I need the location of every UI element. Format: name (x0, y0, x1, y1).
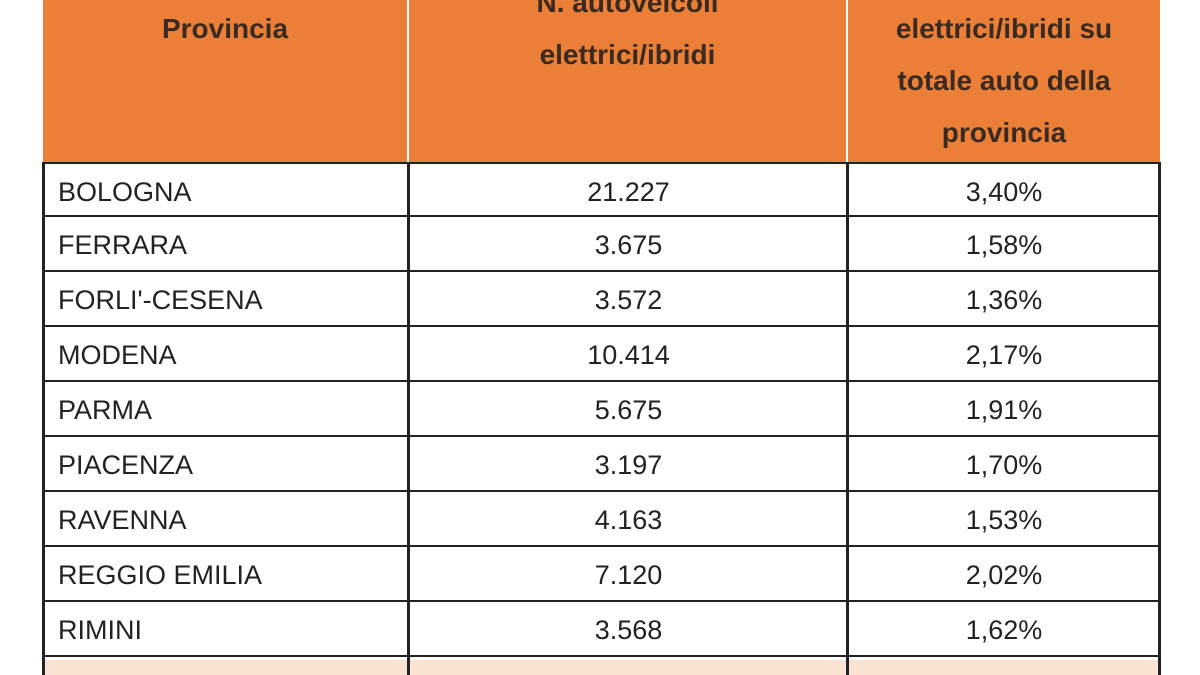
table-row: PARMA 5.675 1,91% (43, 382, 1160, 437)
table-cell: 1,62% (965, 615, 1043, 645)
header-text: elettrici/ibridi (539, 39, 716, 70)
table-cell: PIACENZA (58, 450, 194, 480)
table-row: RIMINI 3.568 1,62% (43, 602, 1160, 657)
border (42, 162, 45, 675)
table-cell: PARMA (58, 395, 153, 425)
table-row: REGGIO EMILIA 7.120 2,02% (43, 547, 1160, 602)
table-cell: REGGIO EMILIA (58, 560, 263, 590)
partial-row (43, 660, 1160, 675)
table-cell: 2,17% (965, 340, 1043, 370)
header-text: provincia (941, 117, 1067, 148)
table-cell: 1,58% (965, 230, 1043, 260)
header-cell: elettrici/ibridi su totale auto della pr… (848, 0, 1160, 162)
border (1158, 162, 1161, 675)
table-row: BOLOGNA 21.227 3,40% (43, 162, 1160, 217)
table-cell: FERRARA (58, 230, 188, 260)
table-cell: 3,40% (965, 177, 1043, 207)
table-cell: RAVENNA (58, 505, 187, 535)
table-cell: 2,02% (965, 560, 1043, 590)
table-cell: 3.675 (594, 230, 663, 260)
table-cell: 1,91% (965, 395, 1043, 425)
table-row: MODENA 10.414 2,17% (43, 327, 1160, 382)
header-text: elettrici/ibridi su (895, 13, 1113, 44)
table-cell: 3.568 (594, 615, 663, 645)
table-cell: FORLI'-CESENA (58, 285, 263, 315)
header-cell: Provincia (43, 0, 409, 162)
table-cell: 1,70% (965, 450, 1043, 480)
table-cell: 1,53% (965, 505, 1043, 535)
header-cell: N. autoveicoli elettrici/ibridi (409, 0, 848, 162)
table-cell: 5.675 (594, 395, 663, 425)
border (846, 162, 849, 675)
header-text: Provincia (161, 13, 289, 44)
table-row: RAVENNA 4.163 1,53% (43, 492, 1160, 547)
table-cell: 4.163 (594, 505, 663, 535)
table-cell: 10.414 (587, 340, 670, 370)
table-row: FORLI'-CESENA 3.572 1,36% (43, 272, 1160, 327)
table-cell: 21.227 (587, 177, 670, 207)
table-cell: 1,36% (965, 285, 1043, 315)
border (407, 162, 410, 675)
table-cell: BOLOGNA (58, 177, 192, 207)
table-row: FERRARA 3.675 1,58% (43, 217, 1160, 272)
table-cell: 7.120 (594, 560, 663, 590)
table-cell: 3.197 (594, 450, 663, 480)
header-text: N. autoveicoli (536, 0, 719, 18)
table-row: PIACENZA 3.197 1,70% (43, 437, 1160, 492)
header-text: totale auto della (897, 65, 1111, 96)
table-cell: MODENA (58, 340, 177, 370)
table-cell: 3.572 (594, 285, 663, 315)
table-cell: RIMINI (58, 615, 142, 645)
